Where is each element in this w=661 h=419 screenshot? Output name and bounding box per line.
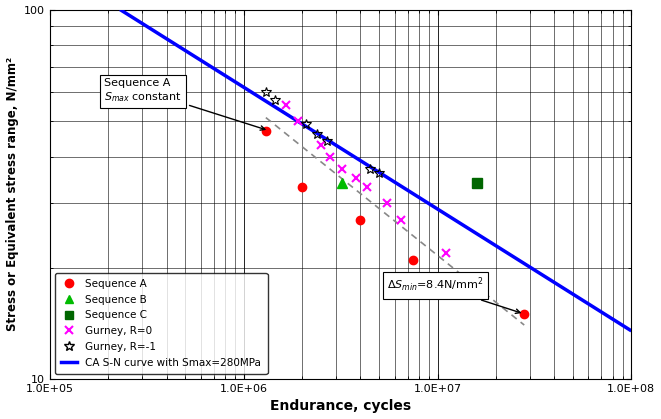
Gurney, R=-1: [366, 167, 374, 172]
Gurney, R=0: [352, 176, 360, 181]
Gurney, R=0: [317, 142, 325, 147]
Line: Sequence A: Sequence A: [262, 127, 528, 318]
Gurney, R=-1: [313, 132, 321, 137]
Gurney, R=-1: [271, 97, 279, 102]
Legend: Sequence A, Sequence B, Sequence C, Gurney, R=0, Gurney, R=-1, CA S-N curve with: Sequence A, Sequence B, Sequence C, Gurn…: [55, 273, 268, 374]
Gurney, R=-1: [375, 171, 383, 176]
Y-axis label: Stress or Equivalent stress range, N/mm²: Stress or Equivalent stress range, N/mm²: [5, 57, 19, 331]
Gurney, R=0: [363, 185, 371, 190]
Gurney, R=0: [282, 103, 290, 108]
Gurney, R=0: [327, 154, 334, 159]
Gurney, R=0: [397, 217, 405, 222]
Text: $\Delta S_{min}$=8.4N/mm$^2$: $\Delta S_{min}$=8.4N/mm$^2$: [387, 276, 520, 313]
Sequence A: [409, 257, 417, 262]
Sequence A: [356, 217, 364, 222]
Gurney, R=-1: [262, 89, 270, 94]
Gurney, R=0: [294, 118, 302, 123]
Gurney, R=-1: [323, 139, 331, 144]
Text: Sequence A
$S_{max}$ constant: Sequence A $S_{max}$ constant: [104, 78, 265, 130]
Line: Gurney, R=0: Gurney, R=0: [282, 101, 449, 257]
X-axis label: Endurance, cycles: Endurance, cycles: [270, 399, 411, 414]
Sequence A: [298, 185, 306, 190]
Gurney, R=0: [338, 167, 346, 172]
Gurney, R=-1: [302, 122, 310, 127]
Sequence A: [262, 128, 270, 133]
Gurney, R=0: [442, 250, 449, 255]
Line: Gurney, R=-1: Gurney, R=-1: [261, 87, 384, 178]
Gurney, R=0: [383, 200, 391, 205]
Sequence A: [520, 311, 528, 316]
